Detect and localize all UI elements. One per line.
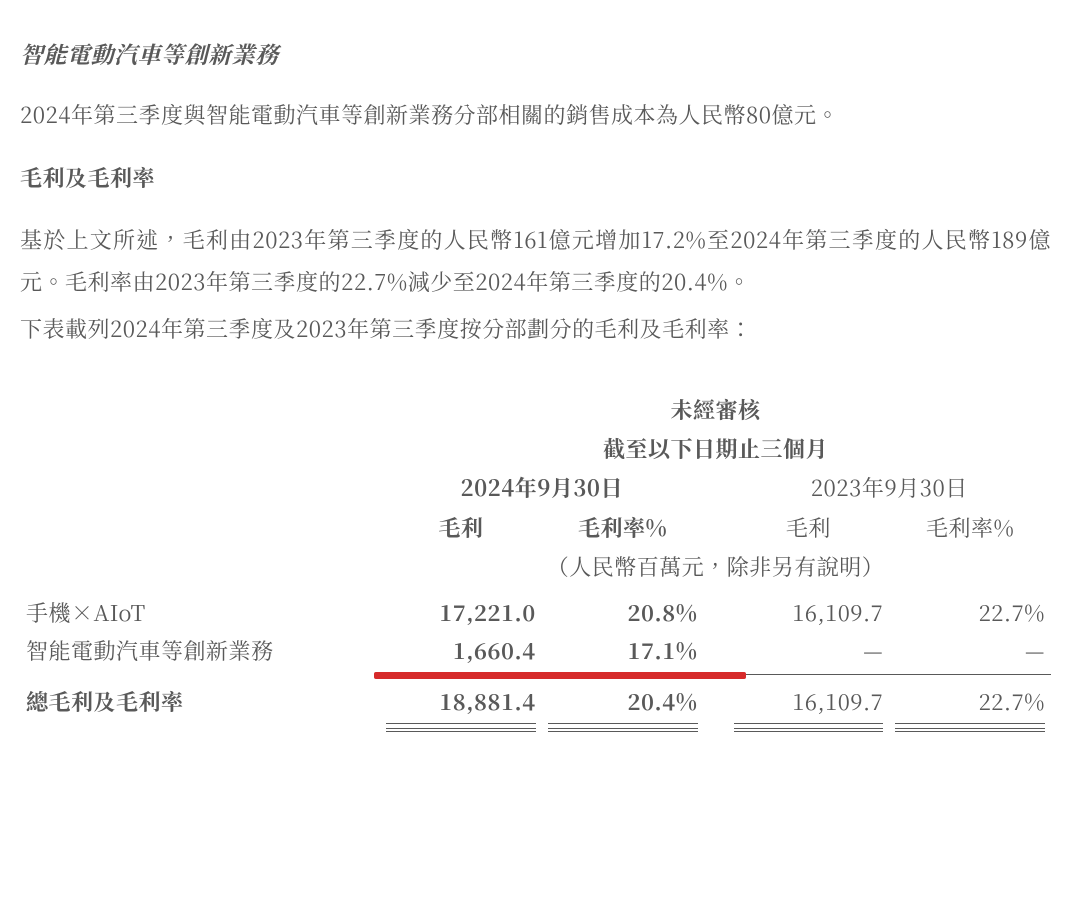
col-profit-2024: 毛利 bbox=[380, 508, 542, 547]
row-margin-2023: — bbox=[889, 632, 1051, 670]
table-double-rule-row bbox=[20, 721, 1051, 734]
row-margin-2023: 22.7% bbox=[889, 594, 1051, 632]
table-superheader-2: 截至以下日期止三個月 bbox=[380, 429, 1051, 468]
col-margin-2024: 毛利率% bbox=[542, 508, 704, 547]
total-margin-2023: 22.7% bbox=[889, 683, 1051, 721]
subheading-gross-profit: 毛利及毛利率 bbox=[20, 160, 1051, 195]
table-row: 手機×AIoT17,221.020.8% 16,109.722.7% bbox=[20, 594, 1051, 632]
total-profit-2024: 18,881.4 bbox=[380, 683, 542, 721]
period-current: 2024年9月30日 bbox=[380, 468, 704, 507]
total-margin-2024: 20.4% bbox=[542, 683, 704, 721]
total-label: 總毛利及毛利率 bbox=[20, 683, 380, 721]
unit-note: （人民幣百萬元，除非另有說明） bbox=[380, 547, 1051, 586]
row-profit-2023: 16,109.7 bbox=[728, 594, 890, 632]
table-unit-note-row: （人民幣百萬元，除非另有說明） bbox=[20, 547, 1051, 586]
row-margin-2024: 20.8% bbox=[542, 594, 704, 632]
table-colheader-row: 毛利 毛利率% 毛利 毛利率% bbox=[20, 508, 1051, 547]
section-title: 智能電動汽車等創新業務 bbox=[20, 36, 1051, 73]
period-prior: 2023年9月30日 bbox=[728, 468, 1052, 507]
table-superheader-1: 未經審核 bbox=[380, 390, 1051, 429]
row-profit-2023: — bbox=[728, 632, 890, 670]
row-profit-2024: 17,221.0 bbox=[380, 594, 542, 632]
row-label: 智能電動汽車等創新業務 bbox=[20, 632, 380, 670]
table-row: 智能電動汽車等創新業務1,660.417.1% —— bbox=[20, 632, 1051, 670]
table-period-row: 2024年9月30日 2023年9月30日 bbox=[20, 468, 1051, 507]
paragraph-2: 基於上文所述，毛利由2023年第三季度的人民幣161億元增加17.2%至2024… bbox=[20, 219, 1051, 303]
table-superheader-row: 截至以下日期止三個月 bbox=[20, 429, 1051, 468]
row-profit-2024: 1,660.4 bbox=[380, 632, 542, 670]
row-margin-2024: 17.1% bbox=[542, 632, 704, 670]
paragraph-1: 2024年第三季度與智能電動汽車等創新業務分部相關的銷售成本為人民幣80億元。 bbox=[20, 97, 1051, 132]
paragraph-3: 下表載列2024年第三季度及2023年第三季度按分部劃分的毛利及毛利率： bbox=[20, 311, 1051, 346]
document-page: 智能電動汽車等創新業務 2024年第三季度與智能電動汽車等創新業務分部相關的銷售… bbox=[0, 0, 1079, 918]
financial-table: 未經審核 截至以下日期止三個月 2024年9月30日 2023年9月30日 毛利… bbox=[20, 390, 1051, 734]
row-label: 手機×AIoT bbox=[20, 594, 380, 632]
col-profit-2023: 毛利 bbox=[728, 508, 890, 547]
table-total-row: 總毛利及毛利率 18,881.4 20.4% 16,109.7 22.7% bbox=[20, 683, 1051, 721]
total-profit-2023: 16,109.7 bbox=[728, 683, 890, 721]
table-body: 手機×AIoT17,221.020.8%16,109.722.7%智能電動汽車等… bbox=[20, 594, 1051, 670]
highlight-underline bbox=[374, 672, 746, 679]
gross-profit-table: 未經審核 截至以下日期止三個月 2024年9月30日 2023年9月30日 毛利… bbox=[20, 390, 1051, 734]
col-margin-2023: 毛利率% bbox=[889, 508, 1051, 547]
table-superheader-row: 未經審核 bbox=[20, 390, 1051, 429]
